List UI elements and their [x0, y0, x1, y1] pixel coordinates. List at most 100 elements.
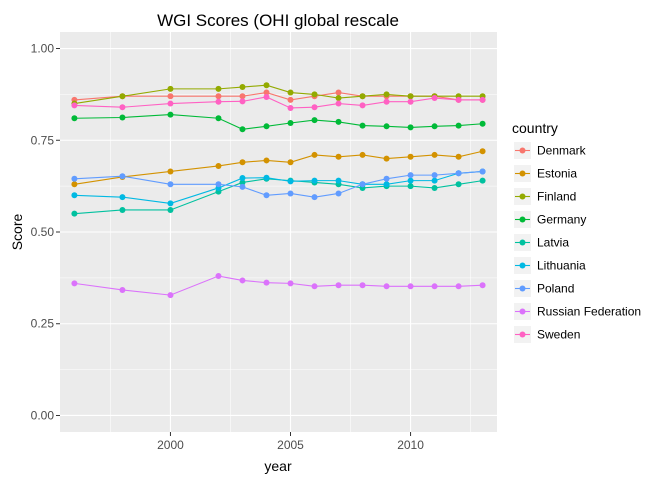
data-point-germany: [455, 122, 462, 129]
data-point-sweden: [167, 100, 174, 107]
data-point-poland: [455, 170, 462, 177]
data-point-latvia: [407, 183, 414, 190]
y-tick-label: 0.00: [31, 408, 55, 422]
data-point-poland: [263, 192, 270, 199]
legend-label: Germany: [537, 213, 586, 227]
data-point-russian-federation: [335, 282, 342, 289]
data-point-russian-federation: [311, 283, 318, 290]
legend-key-point: [519, 147, 526, 154]
data-point-sweden: [119, 104, 126, 111]
data-point-estonia: [359, 151, 366, 158]
data-point-germany: [71, 115, 78, 122]
data-point-lithuania: [311, 177, 318, 184]
legend-item-finland: Finland: [514, 188, 576, 205]
data-point-estonia: [383, 155, 390, 162]
legend-item-sweden: Sweden: [514, 326, 580, 343]
data-point-sweden: [263, 93, 270, 100]
data-point-sweden: [359, 102, 366, 109]
y-tick-label: 0.50: [31, 225, 55, 239]
data-point-sweden: [407, 98, 414, 105]
data-point-poland: [239, 183, 246, 190]
data-point-germany: [215, 115, 222, 122]
data-point-russian-federation: [407, 283, 414, 290]
data-point-poland: [167, 181, 174, 188]
legend-item-poland: Poland: [514, 280, 574, 297]
data-point-estonia: [215, 162, 222, 169]
data-point-russian-federation: [383, 283, 390, 290]
data-point-estonia: [311, 151, 318, 158]
data-point-finland: [335, 95, 342, 102]
data-point-latvia: [455, 181, 462, 188]
legend-item-germany: Germany: [514, 211, 586, 228]
x-tick-label: 2005: [277, 438, 304, 452]
data-point-finland: [167, 85, 174, 92]
data-point-latvia: [431, 184, 438, 191]
data-point-denmark: [335, 89, 342, 96]
data-point-sweden: [311, 104, 318, 111]
data-point-germany: [431, 123, 438, 130]
data-point-poland: [407, 172, 414, 179]
data-point-poland: [335, 190, 342, 197]
data-point-russian-federation: [239, 277, 246, 284]
data-point-finland: [239, 84, 246, 91]
data-point-sweden: [335, 100, 342, 107]
legend-item-denmark: Denmark: [514, 142, 587, 159]
data-point-lithuania: [287, 178, 294, 185]
legend-label: Latvia: [537, 236, 569, 250]
legend-label: Estonia: [537, 167, 577, 181]
y-tick-label: 0.25: [31, 317, 55, 331]
data-point-finland: [287, 89, 294, 96]
legend-key-point: [519, 262, 526, 269]
legend-label: Denmark: [537, 144, 587, 158]
x-tick-label: 2000: [157, 438, 184, 452]
data-point-germany: [287, 120, 294, 127]
data-point-sweden: [479, 96, 486, 103]
legend-title: country: [512, 120, 558, 136]
data-point-germany: [119, 114, 126, 121]
data-point-lithuania: [335, 177, 342, 184]
x-axis: 2000 2005 2010: [157, 432, 424, 452]
data-point-lithuania: [239, 175, 246, 182]
data-point-latvia: [167, 206, 174, 213]
data-point-lithuania: [431, 177, 438, 184]
data-point-lithuania: [119, 194, 126, 201]
data-point-latvia: [71, 210, 78, 217]
data-point-russian-federation: [263, 279, 270, 286]
data-point-russian-federation: [359, 282, 366, 289]
data-point-germany: [239, 126, 246, 133]
data-point-estonia: [71, 181, 78, 188]
legend-label: Finland: [537, 190, 576, 204]
legend-label: Russian Federation: [537, 305, 641, 319]
series-russian-federation: [71, 273, 486, 299]
data-point-estonia: [431, 151, 438, 158]
data-point-finland: [119, 93, 126, 100]
data-point-germany: [407, 124, 414, 131]
data-point-poland: [311, 194, 318, 201]
data-point-russian-federation: [479, 282, 486, 289]
data-point-germany: [167, 111, 174, 118]
data-point-finland: [215, 85, 222, 92]
data-point-poland: [71, 175, 78, 182]
legend-key-point: [519, 331, 526, 338]
series-germany: [71, 111, 486, 133]
data-point-finland: [407, 93, 414, 100]
data-point-latvia: [119, 206, 126, 213]
legend-label: Sweden: [537, 328, 580, 342]
data-point-poland: [287, 190, 294, 197]
series-estonia: [71, 148, 486, 188]
data-point-lithuania: [167, 200, 174, 207]
data-point-latvia: [479, 177, 486, 184]
data-point-finland: [383, 91, 390, 98]
data-point-germany: [479, 120, 486, 127]
data-point-estonia: [479, 148, 486, 155]
data-point-sweden: [71, 102, 78, 109]
data-point-russian-federation: [431, 283, 438, 290]
legend-key-point: [519, 239, 526, 246]
x-tick-label: 2010: [397, 438, 424, 452]
data-point-sweden: [431, 95, 438, 102]
data-point-estonia: [263, 157, 270, 164]
legend-item-latvia: Latvia: [514, 234, 569, 251]
y-tick-label: 1.00: [31, 42, 55, 56]
data-point-germany: [383, 123, 390, 130]
legend-key-point: [519, 308, 526, 315]
